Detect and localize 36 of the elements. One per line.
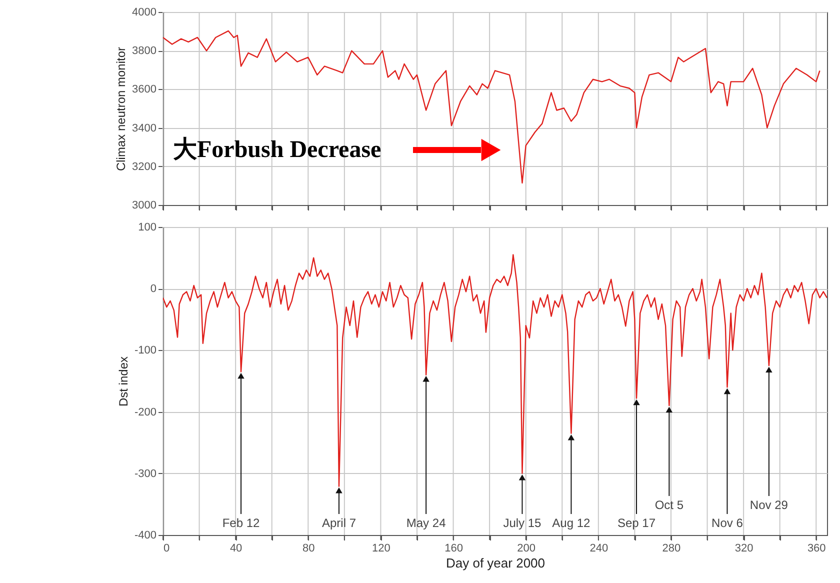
y-tick-label: -200 <box>134 406 156 418</box>
x-tick-label: 320 <box>734 542 754 554</box>
x-tick-label: 0 <box>164 542 170 554</box>
x-tick-label: 240 <box>590 542 608 554</box>
x-tick-label: 80 <box>302 542 315 554</box>
y-tick-label: 3600 <box>132 84 156 96</box>
y-tick-label: 3800 <box>132 45 156 58</box>
line-series <box>163 30 820 184</box>
y-tick-label: 3200 <box>132 160 156 173</box>
y-tick-label: -400 <box>134 530 156 542</box>
y-tick-label: 3000 <box>132 200 156 212</box>
annotation: Nov 6 <box>712 516 744 530</box>
y-tick-label: 4000 <box>132 6 156 18</box>
annotation: Nov 29 <box>750 498 788 512</box>
annotation: Feb 12 <box>222 516 260 530</box>
x-tick-label: 280 <box>662 542 681 554</box>
annotation: Sep 17 <box>617 516 656 530</box>
x-tick-label: 360 <box>807 542 826 554</box>
y-axis-title: Climax neutron monitor <box>114 46 128 172</box>
x-tick-label: 40 <box>230 542 242 554</box>
y-tick-label: 3400 <box>132 122 156 134</box>
y-tick-label: 0 <box>150 283 156 296</box>
annotation: April 7 <box>322 516 356 530</box>
x-tick-label: 200 <box>517 542 536 554</box>
x-tick-label: 160 <box>444 542 463 554</box>
annotation: July 15 <box>503 516 542 530</box>
y-axis-title: Dst index <box>116 356 130 407</box>
annotation: Oct 5 <box>654 498 684 512</box>
y-tick-label: 100 <box>138 222 156 234</box>
y-tick-label: -300 <box>134 468 156 480</box>
x-axis-title: Day of year 2000 <box>446 556 546 570</box>
annotation: 大Forbush Decrease <box>173 136 382 163</box>
y-tick-label: -100 <box>134 344 156 357</box>
annotation: Aug 12 <box>552 516 591 530</box>
x-tick-label: 120 <box>372 542 390 554</box>
annotation: May 24 <box>406 516 446 530</box>
